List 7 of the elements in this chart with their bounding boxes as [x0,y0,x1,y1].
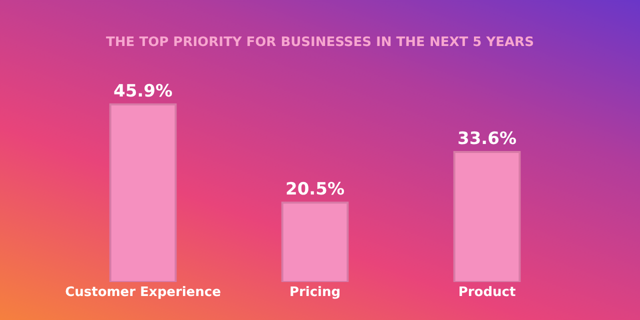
x-tick-label: Product [458,285,516,300]
data-label: 20.5% [286,180,344,200]
x-tick-label: Customer Experience [65,285,222,300]
x-tick-label: Pricing [289,285,341,300]
data-label: 45.9% [114,81,172,102]
data-label: 33.6% [458,128,516,149]
chart-title: THE TOP PRIORITY FOR BUSINESSES IN THE NEXT 5 YEARS [106,35,534,50]
